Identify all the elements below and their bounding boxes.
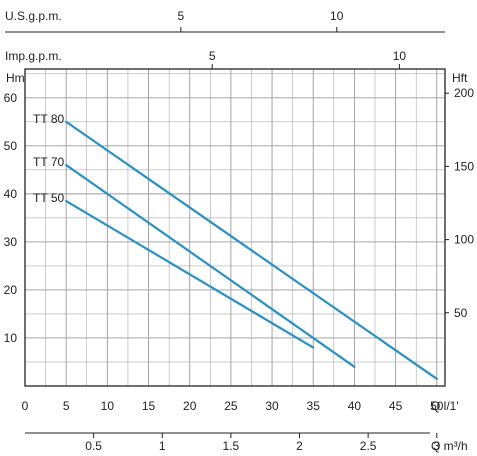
series-lines: TT 80 TT 70 TT 50 <box>33 112 438 380</box>
series-label-2: TT 70 <box>33 155 64 169</box>
x-axis-m3h-label: Q m³/h <box>431 439 468 453</box>
y-left-tick-label: 40 <box>4 187 18 201</box>
series-line-3 <box>65 199 315 349</box>
x-bottom-tick-label: 25 <box>224 399 238 413</box>
x-usgpm-tick-label: 5 <box>178 9 185 23</box>
y-axis-right-label: Hft <box>452 71 468 85</box>
x-usgpm-tick-label: 10 <box>330 9 344 23</box>
series-line-2 <box>65 163 356 368</box>
plot-frame <box>24 68 446 387</box>
x-bottom-tick-label: 50 <box>430 399 444 413</box>
y-left-tick-label: 30 <box>4 235 18 249</box>
y-axis-left-label: Hm <box>6 71 25 85</box>
x-m3h-tick-label: 0.5 <box>85 439 102 453</box>
x-m3h-tick-label: 2 <box>296 439 303 453</box>
x-m3h-tick-label: 1 <box>159 439 166 453</box>
y-left-tick-label: 20 <box>4 283 18 297</box>
x-m3h-tick-label: 3 <box>433 439 440 453</box>
x-bottom-tick-label: 35 <box>307 399 321 413</box>
y-left-tick-label: 10 <box>4 331 18 345</box>
y-left-tick-label: 50 <box>4 139 18 153</box>
grid <box>25 69 445 386</box>
series-label-1: TT 80 <box>33 112 64 126</box>
x-bottom-tick-label: 10 <box>101 399 115 413</box>
x-bottom-tick-label: 30 <box>265 399 279 413</box>
series-line-1 <box>65 120 438 380</box>
y-right-tick-label: 200 <box>454 86 474 100</box>
plot-border <box>24 68 446 387</box>
x-axis-usgpm-label: U.S.g.p.m. <box>5 9 62 23</box>
x-axis-impgpm-label: Imp.g.p.m. <box>5 49 62 63</box>
y-left-tick-label: 60 <box>4 91 18 105</box>
x-bottom-tick-label: 0 <box>22 399 29 413</box>
x-bottom-tick-label: 5 <box>63 399 70 413</box>
x-impgpm-tick-label: 5 <box>209 49 216 63</box>
y-right-tick-label: 150 <box>454 159 474 173</box>
x-m3h-tick-label: 2.5 <box>360 439 377 453</box>
x-bottom-tick-label: 15 <box>142 399 156 413</box>
series-label-3: TT 50 <box>33 191 64 205</box>
y-right-tick-label: 50 <box>454 306 468 320</box>
y-right-tick-label: 100 <box>454 233 474 247</box>
x-bottom-tick-label: 40 <box>348 399 362 413</box>
x-m3h-tick-label: 1.5 <box>223 439 240 453</box>
x-axis-bottom-label: Q l/1' <box>431 399 459 413</box>
x-impgpm-tick-label: 10 <box>393 49 407 63</box>
x-bottom-tick-label: 45 <box>389 399 403 413</box>
x-bottom-tick-label: 20 <box>183 399 197 413</box>
